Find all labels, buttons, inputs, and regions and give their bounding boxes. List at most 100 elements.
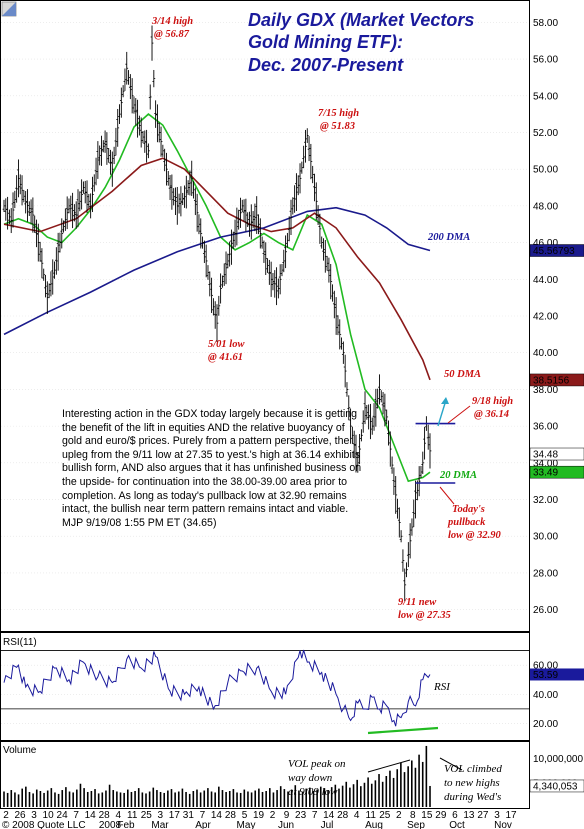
x-day-label: 25 bbox=[141, 810, 153, 821]
label-200-dma: 200 DMA bbox=[427, 232, 470, 243]
x-day-label: 3 bbox=[31, 810, 37, 821]
x-day-label: 8 bbox=[410, 810, 416, 821]
chart-title-line-3: Dec. 2007-Present bbox=[248, 55, 404, 75]
vol-annotation-1-l3: at 9/09 low bbox=[288, 786, 338, 798]
x-day-label: 11 bbox=[127, 810, 138, 821]
volume-panel bbox=[0, 741, 530, 809]
x-day-label: 27 bbox=[477, 810, 489, 821]
rsi-value-box bbox=[530, 668, 584, 681]
copyright-text: © 2008 Quote LLC bbox=[2, 820, 86, 829]
volume-value-box bbox=[529, 779, 584, 793]
commentary-signature: MJP 9/19/08 1:55 PM ET (34.65) bbox=[62, 516, 217, 529]
right-axis-area bbox=[530, 0, 584, 809]
rsi-series bbox=[1, 649, 529, 727]
annotation-314-high-l2: @ 56.87 bbox=[154, 29, 190, 40]
x-day-label: 19 bbox=[253, 810, 265, 821]
commentary-body: Interesting action in the GDX today larg… bbox=[62, 408, 362, 516]
right-axis-value-bg bbox=[529, 244, 584, 257]
price-bars bbox=[2, 25, 432, 602]
x-month-label: Apr bbox=[195, 820, 211, 829]
x-day-label: 3 bbox=[494, 810, 500, 821]
vol-annotation-1-l1: VOL peak on bbox=[288, 758, 346, 770]
price-tick-label: 40.00 bbox=[533, 348, 558, 359]
volume-bars bbox=[3, 745, 431, 807]
rsi-tick-label: 40.00 bbox=[533, 690, 558, 701]
right-axis-value-bg bbox=[529, 447, 584, 461]
series-rsi bbox=[3, 649, 431, 727]
right-axis-value-box: 38.5156 bbox=[529, 373, 584, 387]
price-tick-label: 32.00 bbox=[533, 495, 558, 506]
x-month-label: Aug bbox=[365, 820, 383, 829]
price-tick-label: 38.00 bbox=[533, 385, 558, 396]
x-day-label: 4 bbox=[354, 810, 360, 821]
price-tick-label: 28.00 bbox=[533, 568, 558, 579]
x-day-label: 14 bbox=[323, 810, 335, 821]
price-tick-label: 34.00 bbox=[533, 458, 558, 469]
x-day-label: 28 bbox=[337, 810, 349, 821]
price-tick-label: 52.00 bbox=[533, 128, 558, 139]
x-day-label: 2 bbox=[270, 810, 276, 821]
x-day-label: 6 bbox=[452, 810, 458, 821]
price-tick-label: 54.00 bbox=[533, 91, 558, 102]
x-day-label: 31 bbox=[183, 810, 195, 821]
price-tick-label: 48.00 bbox=[533, 201, 558, 212]
x-month-label: Nov bbox=[494, 820, 512, 829]
volume-panel-title: Volume bbox=[3, 745, 37, 756]
price-tick-label: 26.00 bbox=[533, 605, 558, 616]
price-tick-label: 44.00 bbox=[533, 275, 558, 286]
x-month-label: Jul bbox=[321, 820, 334, 829]
annotation-pullback-l1: Today's bbox=[452, 504, 485, 515]
x-month-label: Sep bbox=[407, 820, 425, 829]
rsi-tick-label: 60.00 bbox=[533, 661, 558, 672]
x-month-label: Oct bbox=[449, 820, 465, 829]
price-tick-label: 42.00 bbox=[533, 312, 558, 323]
x-day-label: 14 bbox=[211, 810, 223, 821]
vol-pointer-1 bbox=[367, 759, 411, 773]
series-200-dma bbox=[3, 206, 431, 336]
x-day-label: 11 bbox=[366, 810, 377, 821]
x-month-label: May bbox=[237, 820, 256, 829]
right-axis-value-text: 38.5156 bbox=[533, 375, 570, 386]
x-month-label: Feb bbox=[117, 820, 135, 829]
axis-labels: 58.00 56.00 54.00 52.00 50.00 48.00 46.00 44.00… bbox=[3, 18, 584, 829]
grid-lines bbox=[1, 22, 529, 724]
x-day-label: 4 bbox=[115, 810, 121, 821]
right-axis-value-text: 45.56793 bbox=[533, 246, 575, 257]
x-day-label: 26 bbox=[14, 810, 26, 821]
rsi-tick-label: 20.00 bbox=[533, 719, 558, 730]
chart-corner-icon bbox=[1, 1, 17, 17]
price-tick-label: 46.00 bbox=[533, 238, 558, 249]
annotation-918-high-l1: 9/18 high bbox=[472, 396, 513, 407]
right-axis-value-text: 34.48 bbox=[533, 450, 558, 461]
x-day-label: 24 bbox=[57, 810, 69, 821]
vol-annotation-2-l1: VOL climbed bbox=[444, 763, 502, 775]
right-axis-value-bg bbox=[529, 373, 584, 387]
x-day-label: 7 bbox=[200, 810, 206, 821]
annotation-pullback-l3: low @ 32.90 bbox=[448, 530, 502, 541]
x-day-label: 5 bbox=[242, 810, 248, 821]
label-50-dma: 50 DMA bbox=[444, 369, 481, 380]
x-day-label: 28 bbox=[99, 810, 111, 821]
right-axis-value-text: 33.49 bbox=[533, 468, 558, 479]
vol-annotation-2-l2: to new highs bbox=[444, 777, 500, 789]
price-tick-label: 30.00 bbox=[533, 532, 558, 543]
price-tick-label: 50.00 bbox=[533, 165, 558, 176]
annotation-pullback-l2: pullback bbox=[447, 517, 486, 528]
x-day-label: 3 bbox=[158, 810, 164, 821]
x-day-label: 2 bbox=[396, 810, 402, 821]
chart-title-line-2: Gold Mining ETF): bbox=[248, 32, 403, 52]
vol-annotation-2-l3: during Wed's bbox=[444, 791, 501, 803]
annotation-715-high-l1: 7/15 high bbox=[318, 108, 359, 119]
x-month-label: 2008 bbox=[99, 820, 122, 829]
pointer-918-high bbox=[447, 405, 471, 424]
annotation-918-high-l2: @ 36.14 bbox=[474, 409, 509, 420]
x-day-label: 15 bbox=[421, 810, 433, 821]
vol-annotation-1-l2: way down bbox=[288, 772, 333, 784]
x-day-label: 17 bbox=[505, 810, 517, 821]
x-day-label: 28 bbox=[225, 810, 237, 821]
volume-value-text: 4,340,053 bbox=[533, 781, 578, 792]
annotation-314-high-l1: 3/14 high bbox=[151, 16, 193, 27]
x-day-label: 7 bbox=[73, 810, 79, 821]
rsi-panel-title: RSI(11) bbox=[3, 637, 37, 648]
